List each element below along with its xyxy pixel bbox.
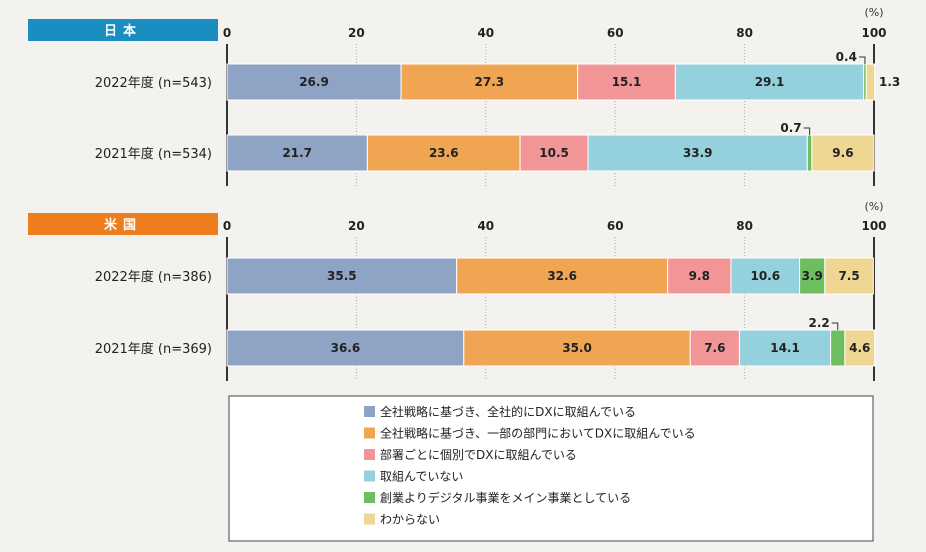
data-label: 2.2 [809,316,830,330]
data-label: 27.3 [475,75,505,89]
tick-label: 60 [607,219,624,233]
legend-label: わからない [380,513,440,527]
legend-swatch [364,427,375,439]
legend-swatch [364,513,375,525]
legend-label: 創業よりデジタル事業をメイン事業としている [380,490,631,505]
bar-segment [587,134,808,172]
bar-segment [844,329,876,367]
data-label: 14.1 [770,341,800,355]
data-label: 7.6 [704,341,725,355]
bar-row: 2021年度 (n=534) 21.7 23.6 10.5 33.9 0.7 9.6 [95,121,875,172]
data-label: 3.9 [802,269,823,283]
panel-tag [28,213,218,235]
callout-line [858,56,866,64]
legend-swatch [364,449,375,460]
legend-label: 全社戦略に基づき、全社的にDXに取組んでいる [380,404,636,419]
tick-label: 80 [736,219,753,233]
bar-segment [226,329,465,367]
bar-segment [830,329,846,367]
data-label: 10.5 [539,146,569,160]
legend-label: 取組んでいない [380,470,463,484]
callout-line [803,127,811,135]
bar-segment [226,63,402,101]
bar-segment [226,134,368,172]
tick-label: 60 [607,26,624,40]
legend-label: 全社戦略に基づき、一部の部門においてDXに取組んでいる [380,426,696,441]
bar-segment [463,329,691,367]
data-label: 4.6 [849,341,870,355]
legend-swatch [364,470,375,482]
bar-segment [738,329,832,367]
bar-segment [689,329,740,367]
bar-segment [806,134,813,172]
row-label: 2021年度 (n=534) [95,146,212,162]
tick-label: 100 [861,219,886,233]
panel-tag-label: 日本 [104,23,142,39]
data-label: 33.9 [683,146,713,160]
panel-japan: 日本 0 20 40 60 80 100 (%) 2022年度 (n=543) 26.9 27.3 1… [28,6,900,186]
data-label: 35.0 [562,341,592,355]
data-label: 9.8 [689,269,710,283]
data-label: 36.6 [331,341,361,355]
bar-segment [824,257,874,295]
bar-segment [577,63,676,101]
data-label: 1.3 [879,75,900,89]
data-label: 29.1 [755,75,785,89]
bar-row: 2021年度 (n=369) 36.6 35.0 7.6 14.1 2.2 4.6 [95,316,876,367]
unit-label: (%) [864,6,883,19]
legend-label: 部署ごとに個別でDXに取組んでいる [380,447,577,462]
row-label: 2022年度 (n=543) [95,75,212,91]
tick-label: 0 [223,219,231,233]
bar-segment [456,257,669,295]
unit-label: (%) [864,200,883,213]
bar-segment [865,63,876,101]
data-label: 0.7 [780,121,801,135]
data-label: 21.7 [282,146,312,160]
bar-segment [799,257,826,295]
data-label: 9.6 [832,146,853,160]
bar-segment [730,257,801,295]
bar-segment [811,134,875,172]
data-label: 35.5 [327,269,357,283]
data-label: 0.4 [836,50,857,64]
legend-swatch [364,492,375,503]
tick-label: 0 [223,26,231,40]
data-label: 15.1 [612,75,642,89]
tick-label: 20 [348,219,365,233]
data-label: 26.9 [299,75,329,89]
bar-row: 2022年度 (n=386) 35.5 32.6 9.8 10.6 3.9 7.5 [95,257,874,295]
row-label: 2022年度 (n=386) [95,269,212,285]
tick-label: 20 [348,26,365,40]
data-label: 23.6 [429,146,459,160]
data-label: 32.6 [547,269,577,283]
panel-tag-label: 米国 [104,217,142,233]
data-label: 10.6 [750,269,780,283]
legend-swatch [364,406,375,417]
bar-segment [400,63,579,101]
callout-line [831,322,839,330]
panel-tag [28,19,218,41]
panel-usa: 米国 0 20 40 60 80 100 (%) 2022年度 (n=386) 35.5 32.6 9… [28,200,887,381]
legend: 全社戦略に基づき、全社的にDXに取組んでいる全社戦略に基づき、一部の部門において… [228,395,874,542]
row-label: 2021年度 (n=369) [95,341,212,357]
bar-row: 2022年度 (n=543) 26.9 27.3 15.1 29.1 0.4 1.3 [95,50,900,101]
tick-label: 100 [861,26,886,40]
legend-box [228,395,874,542]
bar-segment [226,257,458,295]
tick-label: 80 [736,26,753,40]
tick-label: 40 [477,26,494,40]
tick-label: 40 [477,219,494,233]
data-label: 7.5 [838,269,859,283]
